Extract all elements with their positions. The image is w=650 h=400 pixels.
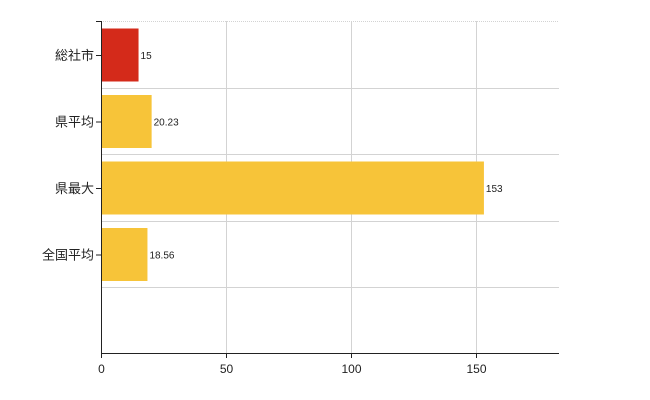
axes bbox=[96, 21, 559, 358]
bar-2 bbox=[101, 95, 152, 148]
category-label: 県最大 bbox=[55, 181, 94, 196]
category-label: 全国平均 bbox=[42, 248, 94, 263]
x-tick-label: 50 bbox=[220, 362, 234, 376]
bar-1 bbox=[101, 28, 139, 82]
x-tick-label: 100 bbox=[341, 362, 361, 376]
data-label: 153 bbox=[486, 184, 503, 195]
category-label: 総社市 bbox=[55, 48, 94, 63]
bar-3 bbox=[101, 161, 484, 215]
labels: 15 総社市 20.23 県平均 153 県最大 18.56 全国平均 0 50 100 150 bbox=[42, 48, 503, 376]
data-label: 20.23 bbox=[154, 118, 179, 129]
data-label: 15 bbox=[141, 51, 153, 62]
x-tick-label: 150 bbox=[466, 362, 486, 376]
category-label: 県平均 bbox=[55, 115, 94, 130]
bars bbox=[101, 28, 484, 281]
bar-4 bbox=[101, 228, 148, 281]
x-tick-label: 0 bbox=[98, 362, 105, 376]
data-label: 18.56 bbox=[149, 251, 174, 262]
